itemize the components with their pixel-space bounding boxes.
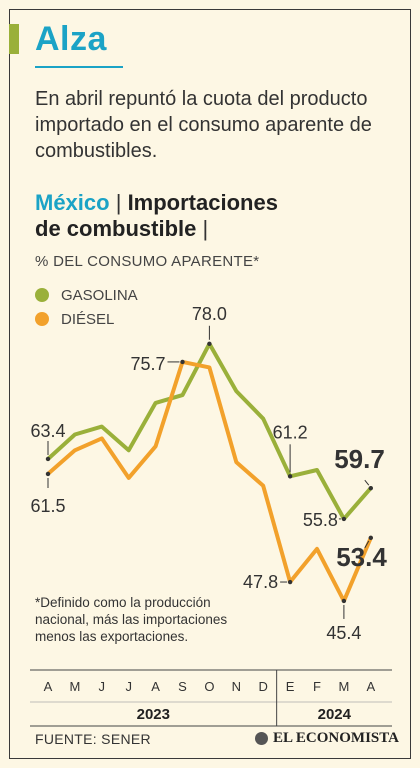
data-label: 45.4 [326,623,361,643]
x-tick-label: O [204,679,214,694]
x-tick-label: A [366,679,375,694]
x-tick-label: A [44,679,53,694]
x-tick-label: J [125,679,132,694]
annotation-marker [369,536,373,540]
x-tick-label: M [69,679,80,694]
annotation-marker [207,342,211,346]
data-label: 63.4 [30,421,65,441]
data-label: 78.0 [192,304,227,324]
year-label-2024: 2024 [318,706,352,723]
data-label: 53.4 [336,542,387,572]
annotation-marker [288,580,292,584]
annotation-marker [342,599,346,603]
annotation-marker [46,472,50,476]
year-label-2023: 2023 [137,706,170,723]
brand-name: EL ECONOMISTA [273,730,399,747]
brand-icon [255,732,268,745]
source-label: FUENTE: SENER [35,731,151,747]
x-tick-label: N [232,679,241,694]
footnote: *Definido como la producción nacional, m… [35,594,235,645]
x-tick-label: E [286,679,295,694]
data-label: 61.2 [273,422,308,442]
x-tick-label: S [178,679,187,694]
x-tick-label: J [99,679,106,694]
x-tick-label: M [338,679,349,694]
data-label: 47.8 [243,572,278,592]
annotation-marker [369,486,373,490]
annotation-marker [288,474,292,478]
annotation-marker [46,457,50,461]
brand-logo: EL ECONOMISTA [255,730,399,747]
x-tick-label: F [313,679,321,694]
data-label: 55.8 [303,510,338,530]
annotation-leader [365,480,369,485]
x-tick-label: D [259,679,268,694]
x-tick-label: A [151,679,160,694]
annotation-marker [180,360,184,364]
annotation-marker [342,517,346,521]
data-label: 75.7 [130,354,165,374]
data-label: 59.7 [334,444,385,474]
data-label: 61.5 [30,496,65,516]
